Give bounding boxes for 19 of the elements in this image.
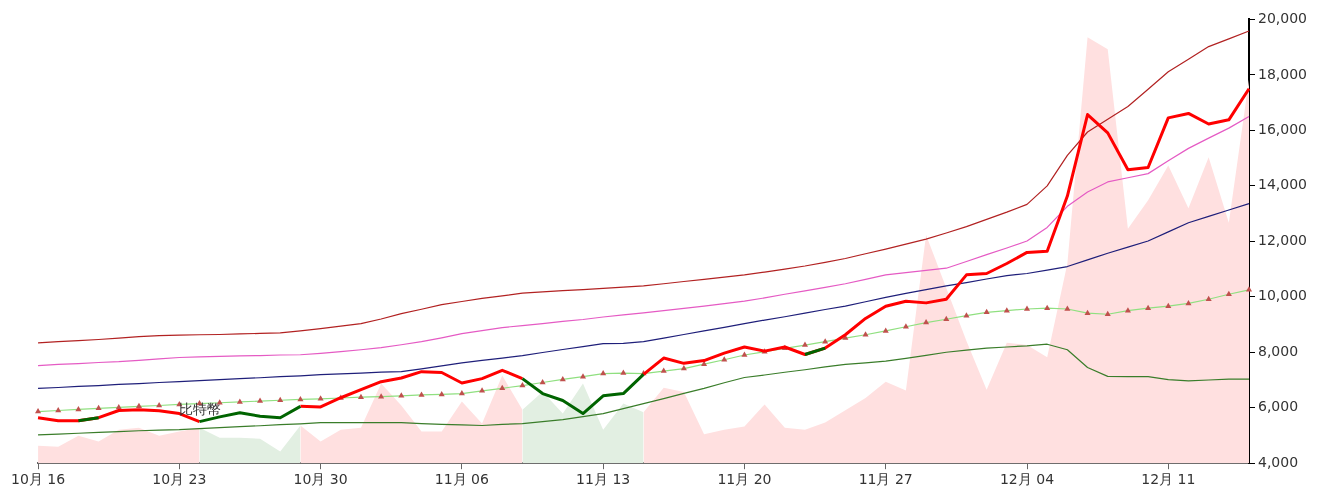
x-tick-label: 10月 16	[10, 471, 66, 488]
x-tick-label: 11月 27	[858, 471, 913, 488]
x-tick-label: 11月 20	[717, 471, 772, 488]
y-tick-label: 8,000	[1258, 342, 1299, 359]
x-tick-label: 10月 30	[293, 471, 348, 488]
y-tick-label: 4,000	[1258, 453, 1299, 470]
x-tick-label: 12月 11	[1141, 471, 1196, 488]
y-tick-label: 12,000	[1258, 231, 1308, 248]
x-tick-label: 10月 23	[152, 471, 207, 488]
y-tick-label: 10,000	[1258, 287, 1308, 304]
series-label: 比特幣	[178, 401, 221, 418]
y-tick-label: 20,000	[1258, 10, 1308, 27]
y-tick-label: 18,000	[1258, 65, 1308, 82]
x-tick-label: 11月 13	[576, 471, 631, 488]
y-tick-label: 6,000	[1258, 398, 1299, 415]
y-tick-label: 14,000	[1258, 176, 1308, 193]
x-tick-label: 11月 06	[434, 471, 490, 488]
y-tick-label: 16,000	[1258, 120, 1308, 137]
x-tick-label: 12月 04	[999, 471, 1055, 488]
